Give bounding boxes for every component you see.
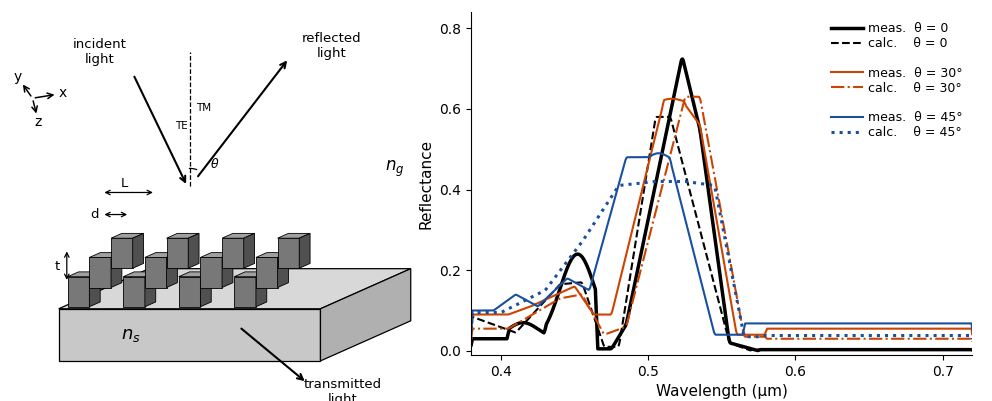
Polygon shape	[167, 253, 178, 288]
Polygon shape	[256, 272, 267, 307]
Polygon shape	[123, 277, 145, 307]
Polygon shape	[222, 238, 244, 268]
Polygon shape	[145, 272, 156, 307]
Polygon shape	[256, 253, 289, 257]
Legend: meas.  θ = 0, calc.    θ = 0, , meas.  θ = 30°, calc.    θ = 30°, , meas.  θ = 4: meas. θ = 0, calc. θ = 0, , meas. θ = 30…	[827, 18, 966, 143]
Text: $n_s$: $n_s$	[121, 326, 141, 344]
Polygon shape	[320, 269, 411, 361]
Polygon shape	[256, 257, 278, 288]
Text: y: y	[14, 70, 22, 84]
Polygon shape	[234, 272, 267, 277]
Polygon shape	[188, 233, 199, 268]
Y-axis label: Reflectance: Reflectance	[419, 138, 434, 229]
Polygon shape	[67, 277, 89, 307]
Polygon shape	[179, 277, 200, 307]
Polygon shape	[111, 238, 133, 268]
Polygon shape	[111, 233, 144, 238]
Polygon shape	[111, 253, 122, 288]
Polygon shape	[89, 272, 100, 307]
Polygon shape	[222, 233, 255, 238]
Polygon shape	[59, 309, 320, 361]
Polygon shape	[234, 277, 256, 307]
Text: t: t	[55, 260, 60, 273]
Polygon shape	[278, 233, 310, 238]
Text: x: x	[59, 86, 66, 100]
Polygon shape	[167, 238, 188, 268]
Polygon shape	[200, 272, 211, 307]
X-axis label: Wavelength (μm): Wavelength (μm)	[656, 384, 788, 399]
Text: L: L	[120, 177, 128, 190]
Polygon shape	[179, 272, 211, 277]
Polygon shape	[278, 238, 300, 268]
Text: z: z	[35, 115, 42, 129]
Text: reflected
light: reflected light	[302, 32, 361, 60]
Polygon shape	[278, 253, 289, 288]
Polygon shape	[200, 253, 233, 257]
Text: d: d	[90, 208, 99, 221]
Polygon shape	[244, 233, 255, 268]
Text: $\theta$: $\theta$	[209, 158, 219, 171]
Polygon shape	[59, 269, 411, 309]
Polygon shape	[123, 272, 156, 277]
Polygon shape	[200, 257, 222, 288]
Polygon shape	[89, 253, 122, 257]
Polygon shape	[300, 233, 310, 268]
Text: $n_g$: $n_g$	[385, 158, 405, 178]
Polygon shape	[145, 257, 167, 288]
Text: TE: TE	[175, 122, 187, 131]
Polygon shape	[145, 253, 178, 257]
Polygon shape	[222, 253, 233, 288]
Text: transmitted
light: transmitted light	[304, 378, 382, 401]
Polygon shape	[133, 233, 144, 268]
Text: incident
light: incident light	[72, 38, 126, 66]
Polygon shape	[67, 272, 100, 277]
Polygon shape	[167, 233, 199, 238]
Polygon shape	[89, 257, 111, 288]
Text: TM: TM	[196, 103, 211, 113]
